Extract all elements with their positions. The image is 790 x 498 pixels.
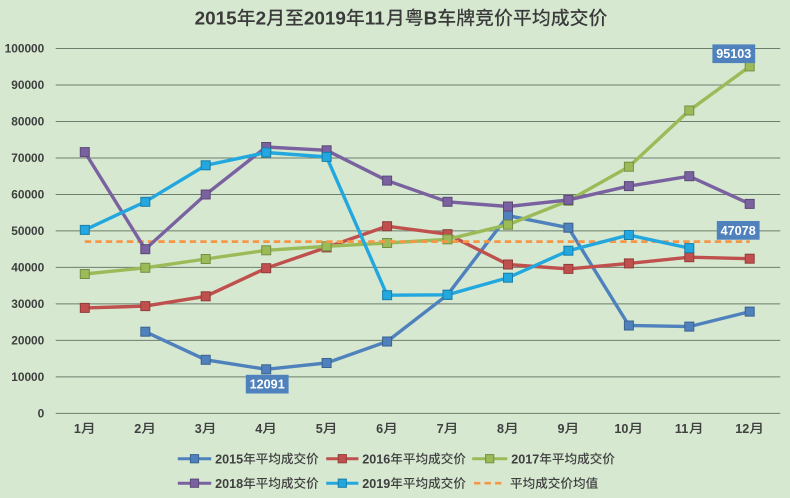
svg-text:2016: 2016 — [362, 452, 390, 466]
svg-text:2: 2 — [134, 422, 141, 436]
svg-text:80000: 80000 — [11, 114, 44, 128]
svg-text:12: 12 — [735, 422, 749, 436]
svg-text:10000: 10000 — [11, 370, 44, 384]
svg-text:1: 1 — [74, 422, 81, 436]
svg-text:60000: 60000 — [11, 187, 44, 201]
svg-text:90000: 90000 — [11, 78, 44, 92]
svg-text:100000: 100000 — [5, 41, 45, 55]
svg-text:8: 8 — [497, 422, 504, 436]
svg-text:B: B — [424, 9, 438, 30]
svg-text:40000: 40000 — [11, 260, 44, 274]
svg-text:50000: 50000 — [11, 224, 44, 238]
svg-text:2015: 2015 — [195, 9, 237, 30]
svg-text:30000: 30000 — [11, 297, 44, 311]
svg-text:2018: 2018 — [215, 477, 243, 491]
svg-text:11: 11 — [675, 422, 688, 436]
svg-text:2019: 2019 — [362, 477, 390, 491]
svg-text:9: 9 — [558, 422, 565, 436]
svg-text:7: 7 — [437, 422, 444, 436]
svg-text:5: 5 — [316, 422, 323, 436]
svg-text:3: 3 — [195, 422, 202, 436]
svg-text:20000: 20000 — [11, 333, 44, 347]
svg-text:2019: 2019 — [304, 9, 346, 30]
svg-text:12091: 12091 — [250, 378, 285, 392]
svg-text:4: 4 — [255, 422, 262, 436]
svg-text:70000: 70000 — [11, 151, 44, 165]
svg-text:10: 10 — [614, 422, 628, 436]
svg-text:6: 6 — [376, 422, 383, 436]
svg-text:2017: 2017 — [511, 452, 539, 466]
svg-text:0: 0 — [38, 406, 45, 420]
svg-text:11: 11 — [365, 9, 385, 30]
svg-text:47078: 47078 — [721, 224, 756, 238]
svg-text:95103: 95103 — [716, 47, 751, 61]
svg-text:2: 2 — [256, 9, 267, 30]
svg-text:2015: 2015 — [215, 452, 243, 466]
